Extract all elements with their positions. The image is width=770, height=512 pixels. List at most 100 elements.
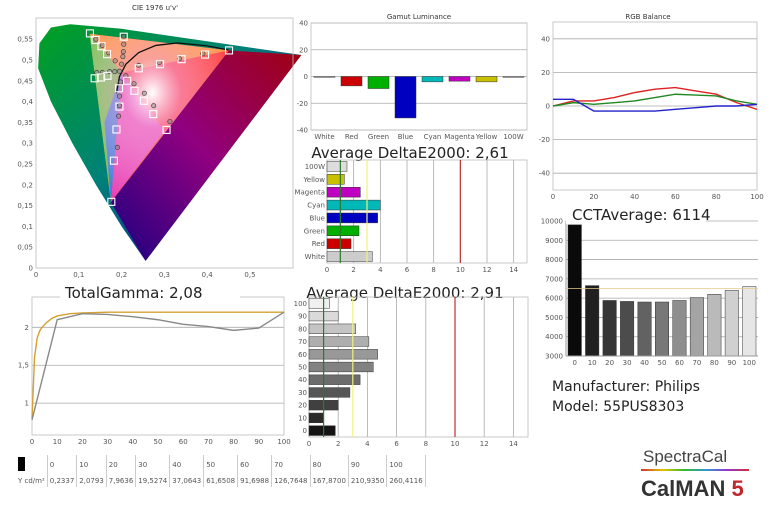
bar xyxy=(308,387,351,398)
measured-point xyxy=(99,42,105,48)
chart-title: CIE 1976 u'v' xyxy=(132,4,178,12)
x-tick-label: 10 xyxy=(53,438,62,446)
x-tick-label: 80 xyxy=(710,359,719,367)
x-tick-label: 0 xyxy=(551,193,555,201)
chart-title: Gamut Luminance xyxy=(387,13,451,21)
x-tick-label: 0 xyxy=(307,440,311,448)
table-cell: 61,6508 xyxy=(203,475,239,487)
x-tick-label: 0,5 xyxy=(244,271,255,279)
bar xyxy=(326,238,352,249)
calman-version: 5 xyxy=(731,476,744,501)
x-tick-label: 80 xyxy=(229,438,238,446)
y-tick-label: -20 xyxy=(539,136,550,144)
title-bg xyxy=(60,283,240,301)
cct-chart: 3000 4000 5000 6000 7000 8000 9000 10000 0 10 20 30… xyxy=(541,204,758,367)
y-tick-label: 40 xyxy=(298,376,307,384)
y-tick-label: 0 xyxy=(29,265,33,273)
y-tick-label: 80 xyxy=(298,325,307,333)
x-tick-label: 0,3 xyxy=(159,271,170,279)
bar xyxy=(707,294,722,357)
x-tick-label: 12 xyxy=(480,440,489,448)
gamut-luminance-chart: Gamut Luminance -40 -20 0 20 40 White Red Green B… xyxy=(297,13,528,141)
bar xyxy=(724,290,739,357)
measured-point xyxy=(141,90,147,96)
x-tick-label: 30 xyxy=(623,359,632,367)
table-header: 20 xyxy=(106,455,137,475)
y-tick-label: 20 xyxy=(298,402,307,410)
x-tick-label: 4 xyxy=(365,440,370,448)
table-header: 100 xyxy=(386,455,426,475)
bar xyxy=(620,301,635,357)
x-tick-label: Yellow xyxy=(475,133,498,141)
bar xyxy=(326,161,348,172)
measured-point xyxy=(120,49,126,55)
y-tick-label: 50 xyxy=(298,364,307,372)
y-tick-label: 100W xyxy=(305,163,325,171)
x-tick-label: 6 xyxy=(405,266,410,274)
table-header: 50 xyxy=(203,455,239,475)
bar xyxy=(326,212,378,224)
table-header: 0 xyxy=(47,455,78,475)
y-tick-label: 0 xyxy=(546,103,550,111)
target-square xyxy=(139,96,148,105)
y-tick-label: 0,15 xyxy=(17,202,33,210)
x-tick-label: 100 xyxy=(743,359,756,367)
y-tick-label: 6000 xyxy=(545,295,563,303)
x-tick-label: 80 xyxy=(712,193,721,201)
plot-frame xyxy=(35,17,294,269)
y-tick-label: 30 xyxy=(298,389,307,397)
table-header: 60 xyxy=(237,455,273,475)
target-square xyxy=(103,71,112,80)
x-tick-label: 100 xyxy=(277,438,290,446)
target-square xyxy=(90,74,99,83)
y-tick-label: 1 xyxy=(25,400,29,408)
bar xyxy=(475,76,498,83)
bar xyxy=(394,76,417,119)
x-tick-label: 50 xyxy=(154,438,163,446)
x-tick-label: 20 xyxy=(589,193,598,201)
table-cell: 0,2337 xyxy=(47,475,78,487)
y-tick-label: White xyxy=(305,253,325,261)
bar xyxy=(742,286,757,357)
plot-frame xyxy=(31,296,285,436)
x-tick-label: 8 xyxy=(431,266,435,274)
y-tick-label: Green xyxy=(304,227,325,235)
x-tick-label: 2 xyxy=(351,266,355,274)
x-tick-label: 10 xyxy=(451,440,460,448)
y-tick-label: 10000 xyxy=(541,218,563,226)
table-cell: 210,9350 xyxy=(348,475,388,487)
x-tick-label: 6 xyxy=(394,440,399,448)
x-tick-label: 12 xyxy=(483,266,492,274)
y-tick-label: 70 xyxy=(298,338,307,346)
y-tick-label: 90 xyxy=(298,313,307,321)
x-tick-label: 10 xyxy=(588,359,597,367)
target-square xyxy=(177,55,186,64)
bar xyxy=(308,412,324,424)
x-tick-label: Cyan xyxy=(424,133,442,141)
y-tick-label: 0,35 xyxy=(17,119,33,127)
bar xyxy=(689,297,704,357)
y-tick-label: 40 xyxy=(541,35,550,43)
blue-balance-line xyxy=(553,98,758,112)
x-tick-label: 0,2 xyxy=(116,271,127,279)
table-header: 70 xyxy=(271,455,311,475)
x-tick-label: 50 xyxy=(658,359,667,367)
target-square xyxy=(119,32,128,41)
x-tick-label: 20 xyxy=(78,438,87,446)
x-tick-label: 0 xyxy=(30,438,34,446)
chart-title: CCTAverage: 6114 xyxy=(572,206,711,224)
target-square xyxy=(107,197,116,206)
y-tick-label: -40 xyxy=(297,127,308,135)
measured-point xyxy=(116,68,122,74)
x-tick-label: 4 xyxy=(378,266,383,274)
device-info: Manufacturer: Philips Model: 55PUS8303 xyxy=(552,377,700,417)
table-header: 90 xyxy=(348,455,388,475)
y-tick-label: 0,1 xyxy=(22,223,33,231)
deltae-grayscale-chart: Average DeltaE2000: 2,91 0 2 4 6 8 10 12 14 0 10 20… xyxy=(294,284,529,448)
bar xyxy=(308,336,370,347)
target-square xyxy=(201,50,210,59)
y-tick-label: 100 xyxy=(294,300,307,308)
logo-rainbow-bar xyxy=(641,469,749,471)
y-tick-label: 5000 xyxy=(545,314,563,322)
